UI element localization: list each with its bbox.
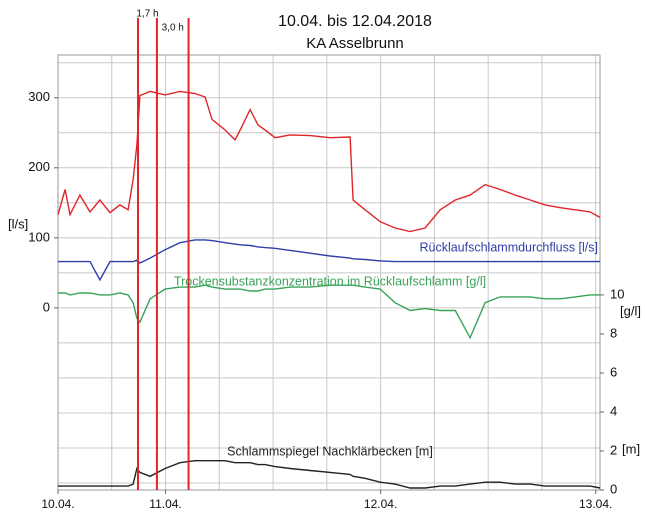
y-tick-label: 200: [28, 159, 50, 174]
y2-axis-label: [g/l]: [620, 303, 641, 318]
x-tick-label: 13.04.: [579, 497, 612, 511]
series-label: Trockensubstanzkonzentration im Rücklauf…: [174, 274, 486, 288]
chart-subtitle: KA Asselbrunn: [306, 35, 404, 52]
series-line: [58, 239, 601, 282]
y2-tick-label: 6: [610, 364, 617, 379]
marker-label: 1,7 h: [136, 9, 158, 20]
y-tick-label: 300: [28, 89, 50, 104]
series-line: [57, 90, 601, 233]
plot-frame: [57, 54, 601, 491]
chart-title: 10.04. bis 12.04.2018: [278, 13, 432, 30]
series-line: [58, 284, 601, 340]
y-axis-label: [l/s]: [8, 216, 28, 231]
y2-tick-label: 8: [610, 325, 617, 340]
x-tick-label: 10.04.: [41, 497, 74, 511]
series-label: Schlammspiegel Nachklärbecken [m]: [227, 444, 433, 458]
y2-tick-label: 10: [610, 286, 624, 301]
series-line: [58, 460, 601, 489]
y2-axis-label: [m]: [622, 441, 640, 456]
y2-tick-label: 4: [610, 403, 617, 418]
y-tick-label: 0: [43, 299, 50, 314]
x-tick-label: 12.04.: [364, 497, 397, 511]
y2-tick-label: 2: [610, 442, 617, 457]
x-tick-label: 11.04.: [149, 497, 181, 511]
y-tick-label: 100: [28, 229, 50, 244]
marker-label: 3,0 h: [162, 23, 184, 34]
y2-tick-label: 0: [610, 481, 617, 496]
series-label: Rücklaufschlammdurchfluss [l/s]: [419, 240, 598, 254]
